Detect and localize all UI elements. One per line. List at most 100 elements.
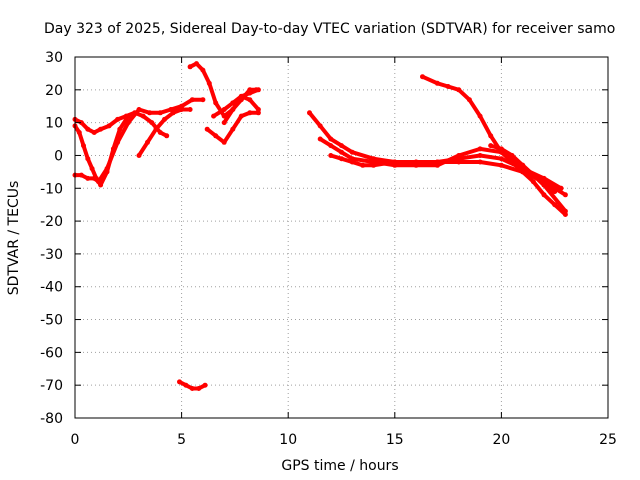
data-point: [187, 64, 193, 70]
data-point: [179, 107, 185, 112]
axis-ticks: [74, 56, 609, 419]
data-point: [238, 93, 244, 99]
y-tick-label: -50: [40, 313, 63, 329]
data-point: [162, 116, 167, 122]
data-point: [541, 175, 547, 181]
data-point: [349, 159, 355, 165]
data-point: [157, 110, 163, 116]
data-point: [349, 149, 355, 155]
data-point: [96, 179, 101, 185]
data-point: [434, 159, 440, 165]
plot-frame: [74, 56, 609, 419]
grid: [75, 57, 608, 418]
data-point: [194, 61, 199, 67]
data-point: [85, 175, 91, 181]
data-point: [136, 107, 142, 112]
data-point: [360, 162, 366, 168]
data-point: [509, 153, 515, 158]
data-point: [230, 107, 236, 112]
data-point: [98, 126, 104, 132]
data-point: [530, 179, 536, 185]
data-point: [530, 172, 536, 178]
y-tick-label: -70: [40, 378, 63, 394]
data-point: [466, 97, 472, 103]
y-tick-label: -40: [40, 280, 63, 296]
data-point: [434, 80, 440, 86]
x-tick-label: 5: [177, 432, 186, 448]
data-point: [477, 159, 483, 165]
x-tick-label: 15: [386, 432, 404, 448]
data-point: [498, 146, 504, 152]
data-point: [247, 110, 253, 116]
data-point: [221, 120, 227, 126]
data-point: [498, 156, 504, 162]
data-point: [140, 113, 146, 119]
y-tick-label: -30: [40, 247, 63, 263]
data-point: [200, 97, 206, 103]
data-point: [187, 107, 193, 112]
data-point: [509, 159, 515, 165]
data-point: [339, 149, 344, 155]
data-point: [149, 120, 155, 126]
data-point: [147, 110, 153, 116]
y-tick-label: -10: [40, 181, 63, 197]
data-point: [157, 130, 163, 135]
data-point: [456, 87, 462, 93]
x-tick-label: 20: [492, 432, 510, 448]
data-series: [72, 61, 568, 391]
data-point: [196, 386, 202, 391]
x-tick-label: 25: [599, 432, 617, 448]
data-point: [221, 139, 227, 145]
x-tick-label: 10: [279, 432, 297, 448]
y-tick-label: -20: [40, 214, 63, 230]
data-point: [104, 166, 110, 172]
data-point: [89, 166, 95, 172]
data-point: [520, 162, 526, 168]
data-point: [91, 130, 97, 135]
data-point: [371, 162, 376, 168]
data-point: [91, 175, 97, 181]
data-point: [106, 123, 112, 129]
data-point: [211, 113, 217, 119]
y-tick-label: -80: [40, 411, 63, 427]
data-point: [183, 382, 189, 388]
data-point: [498, 162, 504, 168]
y-tick-label: 20: [45, 83, 63, 99]
data-point: [488, 143, 494, 149]
data-point: [392, 159, 398, 165]
data-point: [328, 143, 334, 149]
data-point: [420, 74, 425, 80]
y-axis-label: SDTVAR / TECUs: [6, 181, 22, 296]
x-tick-label: 0: [71, 432, 80, 448]
y-tick-label: 0: [54, 148, 63, 164]
data-point: [488, 133, 494, 139]
data-point: [189, 386, 195, 391]
data-point: [317, 123, 323, 129]
data-point: [221, 107, 227, 112]
data-point: [136, 153, 142, 158]
data-point: [541, 192, 547, 198]
data-point: [339, 143, 344, 149]
data-point: [477, 113, 483, 119]
data-point: [230, 126, 236, 132]
data-point: [125, 120, 131, 126]
data-point: [307, 110, 312, 116]
data-point: [189, 97, 195, 103]
data-point: [247, 90, 253, 96]
y-tick-label: 30: [45, 50, 63, 66]
y-tick-label: -60: [40, 345, 63, 361]
data-point: [477, 146, 483, 152]
data-point: [238, 113, 244, 119]
x-axis-label: GPS time / hours: [281, 458, 398, 474]
data-point: [317, 136, 323, 142]
y-tick-label: 10: [45, 116, 63, 132]
tick-labels: 0 5 10 15 20 25 30 20 10 0 -10 -20 -30 -40 -50 -60 -70 -8…: [40, 50, 617, 448]
data-point: [247, 97, 253, 103]
data-point: [85, 126, 91, 132]
data-point: [125, 113, 131, 119]
data-point: [78, 120, 84, 126]
chart-title: Day 323 of 2025, Sidereal Day-to-day VTE…: [44, 21, 615, 37]
data-point: [85, 156, 91, 162]
data-point: [541, 182, 547, 188]
